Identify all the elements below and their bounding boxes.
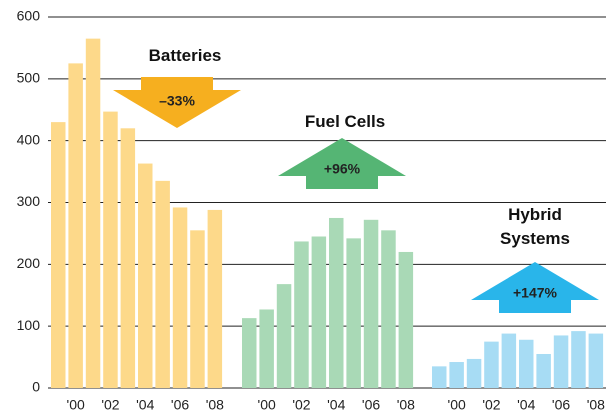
x-tick-label: '02 xyxy=(292,397,310,413)
bar xyxy=(103,111,118,388)
bar xyxy=(571,331,586,388)
bar xyxy=(120,128,136,389)
bar xyxy=(294,241,309,388)
bar xyxy=(259,309,274,388)
bar xyxy=(432,366,447,388)
bar xyxy=(138,163,153,388)
bar xyxy=(190,230,205,388)
change-label: +96% xyxy=(324,161,361,177)
bar xyxy=(207,209,223,388)
change-arrow xyxy=(113,77,241,128)
bar xyxy=(68,63,83,388)
bar xyxy=(398,251,414,388)
bar xyxy=(363,219,379,388)
series-label: Fuel Cells xyxy=(304,112,386,131)
x-tick-label: '08 xyxy=(397,397,415,413)
x-tick-label: '02 xyxy=(101,397,119,413)
y-tick-label: 300 xyxy=(17,193,41,209)
series-label: Batteries xyxy=(148,46,222,65)
bar xyxy=(501,333,517,388)
x-tick-label: '00 xyxy=(67,397,85,413)
y-tick-label: 400 xyxy=(17,131,41,147)
x-tick-label: '06 xyxy=(362,397,380,413)
change-label: +147% xyxy=(513,285,558,301)
change-arrow xyxy=(471,262,599,313)
x-tick-label: '02 xyxy=(482,397,500,413)
bar xyxy=(311,236,327,388)
bar xyxy=(329,217,344,388)
x-tick-label: '06 xyxy=(552,397,570,413)
bar xyxy=(155,180,170,388)
x-tick-label: '08 xyxy=(206,397,224,413)
x-tick-label: '04 xyxy=(517,397,535,413)
bar xyxy=(536,353,551,388)
bar xyxy=(466,358,482,388)
y-tick-label: 600 xyxy=(17,8,41,24)
y-tick-label: 500 xyxy=(17,70,41,86)
y-tick-label: 200 xyxy=(17,255,41,271)
bar xyxy=(484,341,499,388)
bar xyxy=(449,362,464,388)
x-tick-label: '08 xyxy=(587,397,605,413)
bar xyxy=(276,284,292,388)
change-label: –33% xyxy=(159,93,195,109)
bar xyxy=(553,335,569,388)
x-tick-label: '00 xyxy=(448,397,466,413)
bar xyxy=(172,207,188,388)
series-label: Hybrid Systems xyxy=(500,205,570,248)
x-tick-label: '04 xyxy=(327,397,345,413)
y-tick-label: 0 xyxy=(32,379,40,395)
bar xyxy=(346,238,361,388)
bar xyxy=(381,230,396,388)
x-tick-label: '06 xyxy=(171,397,189,413)
y-tick-label: 100 xyxy=(17,317,41,333)
bar xyxy=(588,333,604,388)
x-tick-label: '04 xyxy=(136,397,154,413)
change-arrow xyxy=(278,138,406,189)
bar xyxy=(51,122,66,388)
bar xyxy=(242,318,257,388)
bar xyxy=(85,38,101,389)
x-tick-label: '00 xyxy=(258,397,276,413)
bar xyxy=(519,339,534,388)
